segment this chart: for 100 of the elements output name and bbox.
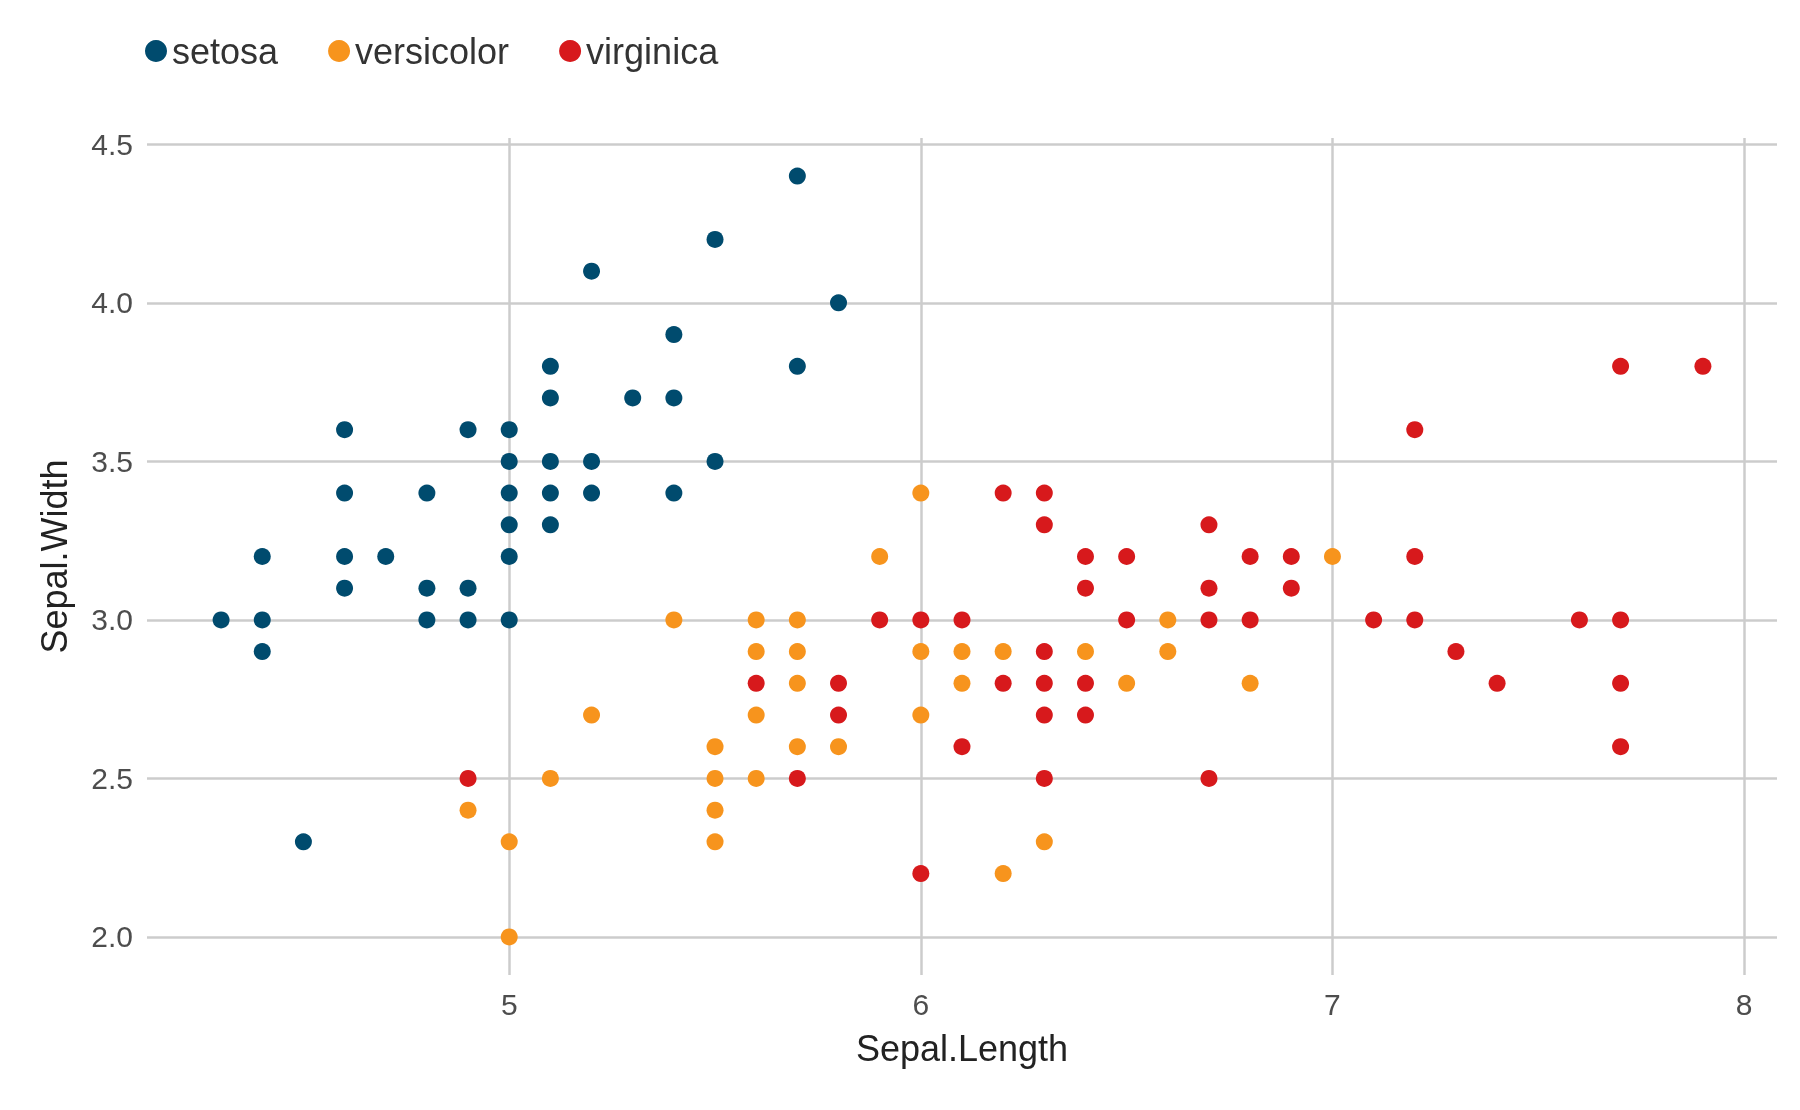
- point: [788, 357, 806, 375]
- point: [706, 833, 724, 851]
- point: [1200, 611, 1218, 629]
- legend-label: versicolor: [355, 30, 510, 72]
- point: [1035, 643, 1053, 661]
- point: [788, 674, 806, 692]
- point: [541, 357, 559, 375]
- point: [1241, 548, 1259, 565]
- point: [665, 611, 683, 629]
- point: [1282, 579, 1300, 597]
- point: [1488, 674, 1506, 692]
- point: [212, 611, 230, 629]
- point: [665, 326, 683, 344]
- point: [912, 484, 930, 502]
- point: [1694, 357, 1712, 375]
- point: [788, 611, 806, 629]
- x-tick-label: 6: [912, 987, 930, 1021]
- point: [747, 674, 765, 692]
- y-tick-label: 4.0: [91, 286, 133, 320]
- point: [994, 865, 1012, 883]
- point: [500, 548, 518, 565]
- point: [747, 706, 765, 724]
- point: [1612, 738, 1630, 756]
- point: [1035, 769, 1053, 787]
- y-tick-label: 2.5: [91, 761, 133, 795]
- point: [1200, 769, 1218, 787]
- point: [1035, 674, 1053, 692]
- point: [541, 452, 559, 470]
- point: [459, 801, 477, 819]
- point: [1035, 833, 1053, 851]
- point: [665, 484, 683, 502]
- legend-label: setosa: [172, 30, 280, 72]
- point: [1241, 611, 1259, 629]
- point: [1035, 484, 1053, 502]
- point: [1365, 611, 1383, 629]
- point: [541, 389, 559, 407]
- point: [871, 611, 889, 629]
- point: [1323, 548, 1341, 565]
- point: [459, 611, 477, 629]
- point: [747, 769, 765, 787]
- y-axis-title: Sepal.Width: [33, 459, 75, 654]
- point: [871, 548, 889, 565]
- point: [830, 738, 848, 756]
- x-tick-label: 8: [1735, 987, 1753, 1021]
- point: [788, 738, 806, 756]
- point: [747, 643, 765, 661]
- y-tick-label: 3.0: [91, 603, 133, 637]
- point: [1570, 611, 1588, 629]
- point: [953, 611, 971, 629]
- point: [830, 674, 848, 692]
- point: [1241, 674, 1259, 692]
- point: [500, 611, 518, 629]
- point: [830, 706, 848, 724]
- point: [1077, 579, 1094, 597]
- point: [541, 769, 559, 787]
- point: [418, 611, 436, 629]
- point: [788, 643, 806, 661]
- point: [912, 643, 930, 661]
- point: [1118, 674, 1136, 692]
- point: [336, 484, 354, 502]
- point: [336, 421, 354, 439]
- point: [665, 389, 683, 407]
- point: [500, 452, 518, 470]
- x-tick-label: 7: [1324, 987, 1341, 1021]
- point: [294, 833, 312, 851]
- point: [1035, 516, 1053, 534]
- point: [912, 611, 930, 629]
- point: [747, 611, 765, 629]
- y-tick-label: 3.5: [91, 444, 133, 478]
- point: [1077, 706, 1094, 724]
- point: [1077, 674, 1094, 692]
- point: [500, 484, 518, 502]
- point: [706, 769, 724, 787]
- point: [706, 738, 724, 756]
- point: [1406, 548, 1424, 565]
- legend-label: virginica: [586, 30, 720, 72]
- point: [994, 484, 1012, 502]
- point: [706, 452, 724, 470]
- point: [1200, 516, 1218, 534]
- point: [830, 294, 848, 312]
- point: [459, 579, 477, 597]
- point: [1118, 611, 1136, 629]
- point: [336, 548, 354, 565]
- point: [500, 516, 518, 534]
- point: [541, 484, 559, 502]
- point: [994, 674, 1012, 692]
- point: [1612, 611, 1630, 629]
- point: [418, 579, 436, 597]
- point: [541, 516, 559, 534]
- point: [583, 484, 601, 502]
- point: [953, 738, 971, 756]
- point: [583, 452, 601, 470]
- point: [1077, 643, 1094, 661]
- point: [500, 928, 518, 946]
- point: [1447, 643, 1465, 661]
- point: [500, 421, 518, 439]
- point: [994, 643, 1012, 661]
- point: [1612, 357, 1630, 375]
- point: [706, 801, 724, 819]
- point: [706, 230, 724, 248]
